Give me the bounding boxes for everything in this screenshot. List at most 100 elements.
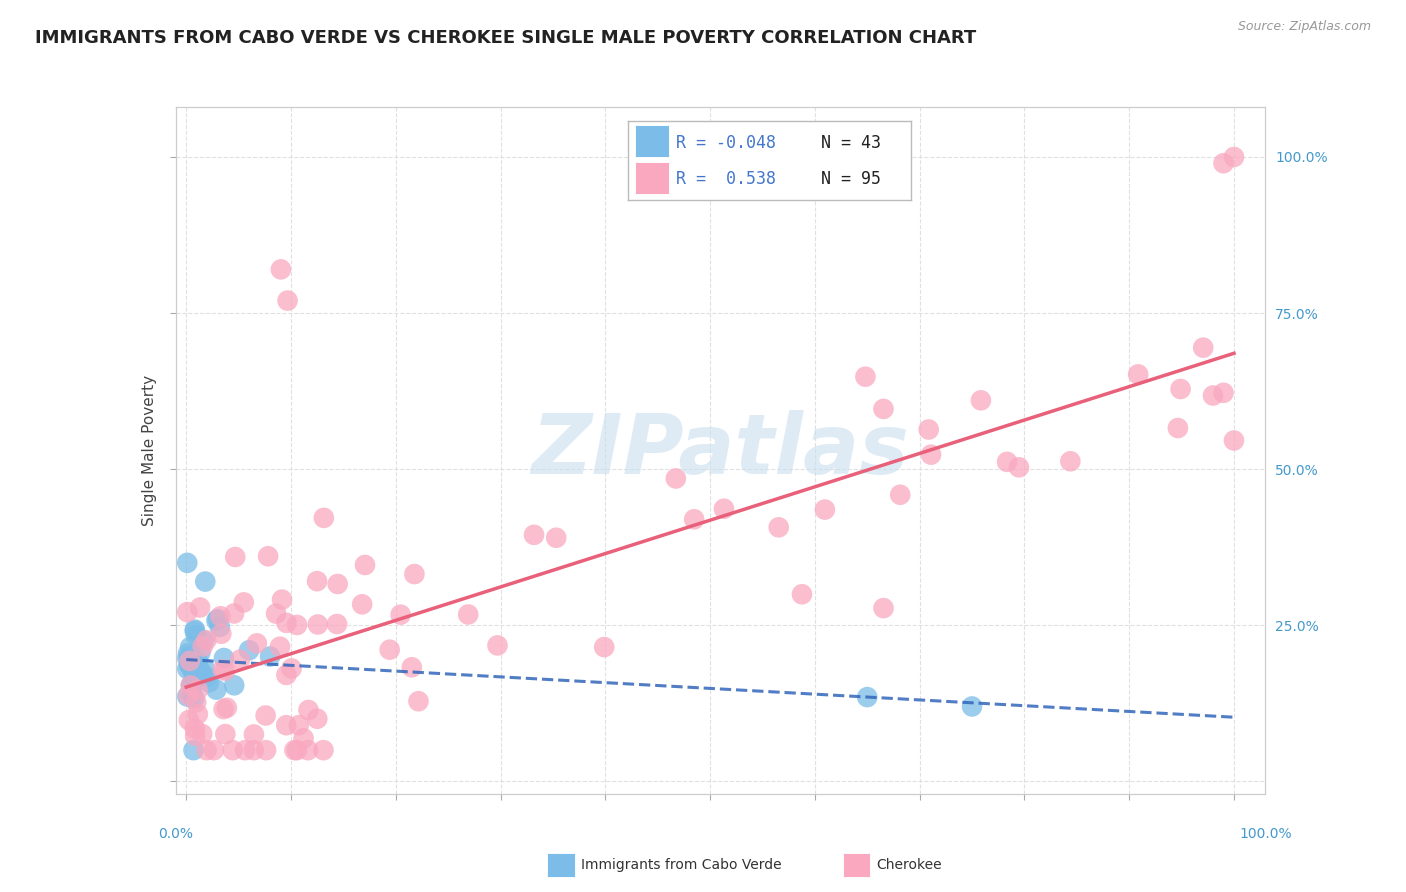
Point [297, 743, 319, 757]
Point [191, 727, 214, 741]
Point [1223, 434, 1246, 448]
Point [270, 262, 292, 277]
Point [184, 657, 207, 672]
Point [254, 743, 277, 757]
Point [404, 567, 426, 582]
Point [259, 649, 281, 664]
Point [209, 609, 232, 624]
Point [1128, 368, 1150, 382]
Text: ZIPatlas: ZIPatlas [531, 410, 910, 491]
Point [179, 648, 201, 663]
Point [312, 511, 335, 525]
Point [307, 617, 329, 632]
Point [246, 636, 269, 650]
Point [276, 718, 298, 732]
Point [222, 607, 245, 621]
Point [179, 650, 201, 665]
Point [207, 612, 229, 626]
Point [187, 682, 209, 697]
Point [184, 628, 207, 642]
Point [312, 743, 335, 757]
Point [195, 633, 218, 648]
Point [1192, 341, 1215, 355]
Point [276, 668, 298, 682]
Point [187, 654, 209, 668]
Point [181, 663, 204, 677]
Point [389, 607, 412, 622]
Point [1212, 156, 1234, 170]
Point [212, 702, 235, 716]
Point [214, 664, 236, 678]
Point [814, 502, 837, 516]
Point [269, 640, 291, 654]
Point [193, 633, 215, 648]
Point [183, 691, 205, 706]
Point [872, 601, 894, 615]
Point [198, 675, 221, 690]
Point [920, 448, 942, 462]
Point [183, 673, 205, 687]
Text: 0.0%: 0.0% [159, 827, 193, 841]
Point [190, 645, 212, 659]
Point [285, 618, 308, 632]
Point [212, 651, 235, 665]
Point [224, 678, 246, 692]
Point [970, 393, 993, 408]
Point [1223, 150, 1246, 164]
Point [546, 531, 568, 545]
Point [457, 607, 479, 622]
Point [194, 661, 217, 675]
Point [401, 660, 423, 674]
Point [378, 642, 401, 657]
Point [276, 615, 298, 630]
Point [790, 587, 813, 601]
Point [208, 620, 231, 634]
Point [326, 617, 349, 632]
Point [257, 549, 280, 564]
Point [187, 707, 209, 722]
Point [292, 731, 315, 746]
Point [713, 501, 735, 516]
Point [176, 651, 198, 665]
Point [918, 423, 941, 437]
Point [277, 293, 299, 308]
Point [176, 662, 198, 676]
Point [243, 727, 266, 741]
Point [195, 670, 218, 684]
Point [221, 743, 243, 757]
Point [186, 695, 208, 709]
Point [1167, 421, 1189, 435]
Point [486, 639, 509, 653]
Point [768, 520, 790, 534]
Point [188, 600, 211, 615]
Point [176, 690, 198, 704]
Point [194, 574, 217, 589]
Point [180, 678, 202, 692]
Point [186, 661, 208, 675]
Point [283, 743, 305, 757]
Point [254, 708, 277, 723]
Point [177, 688, 200, 702]
Point [889, 488, 911, 502]
Point [1170, 382, 1192, 396]
Point [229, 653, 252, 667]
Point [209, 626, 232, 640]
Point [181, 678, 204, 692]
Point [191, 640, 214, 654]
Point [205, 682, 228, 697]
Point [285, 743, 308, 757]
Point [214, 727, 236, 741]
Point [184, 623, 207, 637]
Point [960, 699, 983, 714]
Point [202, 743, 225, 757]
Point [280, 661, 302, 675]
Point [181, 688, 204, 702]
Point [195, 743, 218, 757]
Point [238, 643, 260, 657]
Point [184, 722, 207, 736]
Point [352, 597, 374, 611]
Point [215, 700, 238, 714]
Point [855, 369, 877, 384]
Point [179, 640, 201, 654]
Point [307, 574, 329, 589]
